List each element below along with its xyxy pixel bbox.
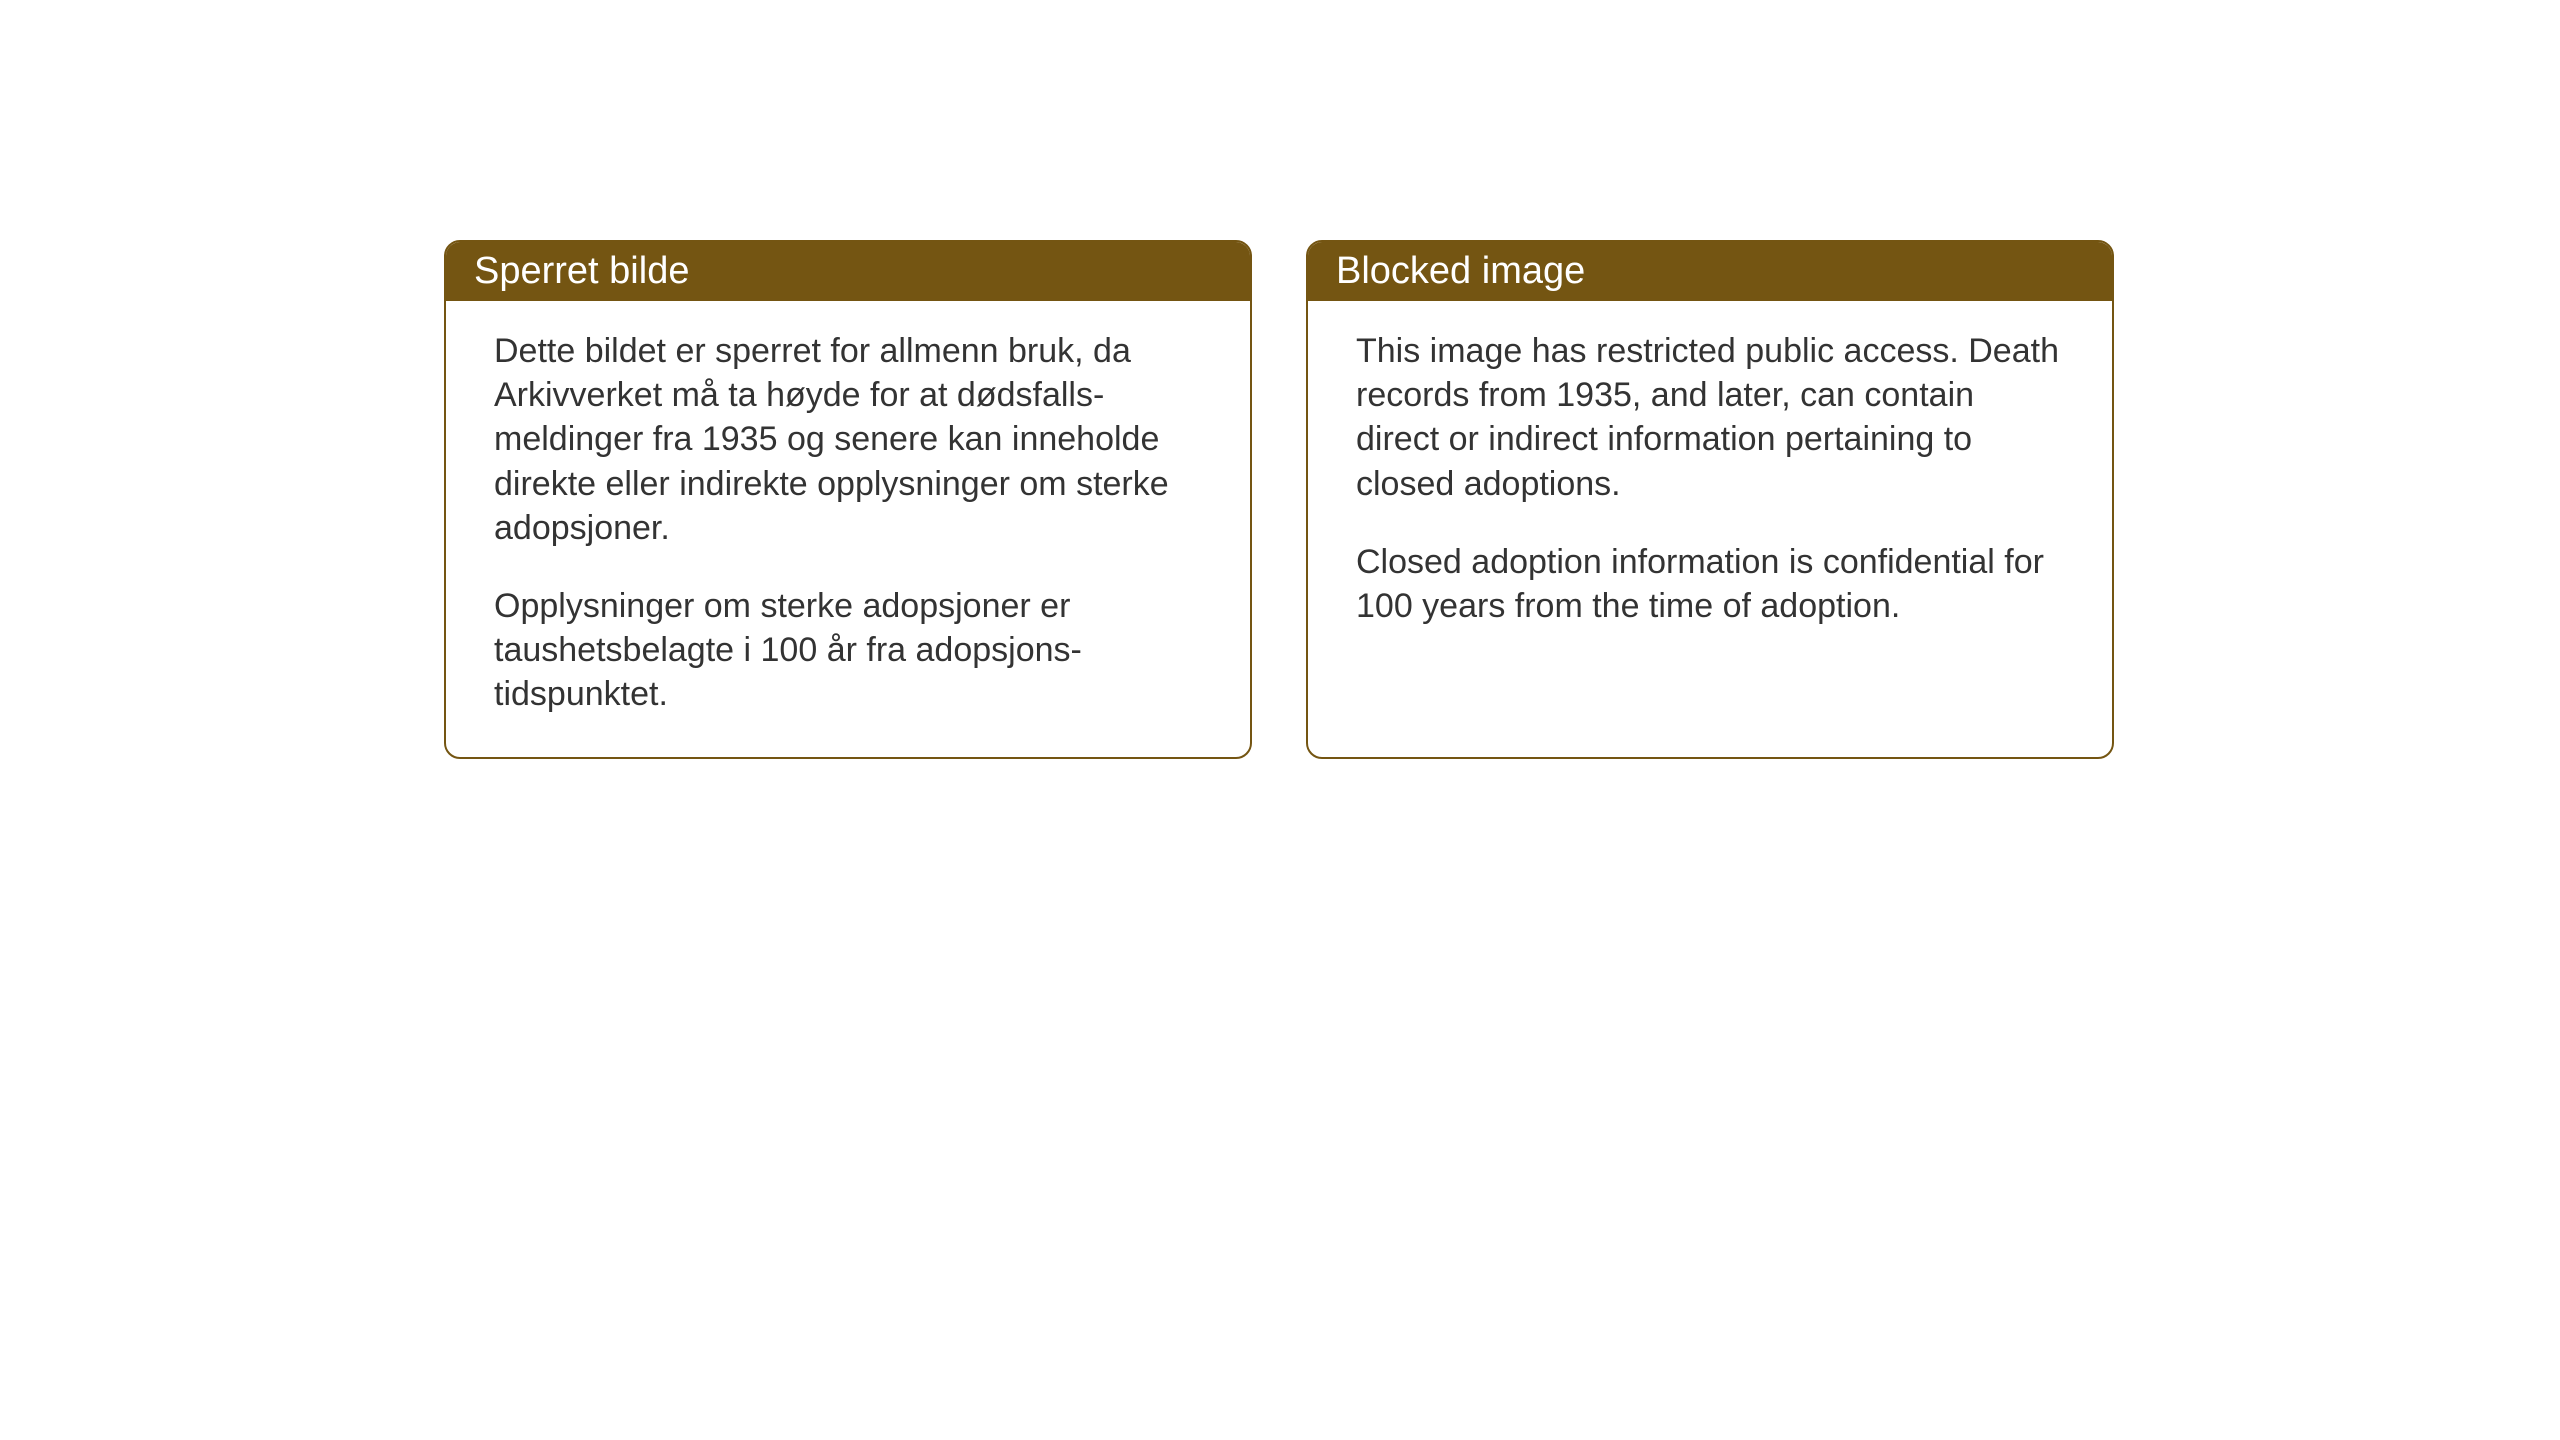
notice-body-english: This image has restricted public access.… [1308,301,2112,668]
notice-header-norwegian: Sperret bilde [446,242,1250,301]
notice-paragraph-2-norwegian: Opplysninger om sterke adopsjoner er tau… [494,584,1202,717]
notice-paragraph-1-norwegian: Dette bildet er sperret for allmenn bruk… [494,329,1202,550]
notice-title-english: Blocked image [1336,250,1585,292]
notice-title-norwegian: Sperret bilde [474,250,689,292]
notice-card-norwegian: Sperret bilde Dette bildet er sperret fo… [444,240,1252,759]
notice-header-english: Blocked image [1308,242,2112,301]
notice-paragraph-2-english: Closed adoption information is confident… [1356,540,2064,628]
notice-container: Sperret bilde Dette bildet er sperret fo… [444,240,2114,759]
notice-card-english: Blocked image This image has restricted … [1306,240,2114,759]
notice-body-norwegian: Dette bildet er sperret for allmenn bruk… [446,301,1250,757]
notice-paragraph-1-english: This image has restricted public access.… [1356,329,2064,506]
